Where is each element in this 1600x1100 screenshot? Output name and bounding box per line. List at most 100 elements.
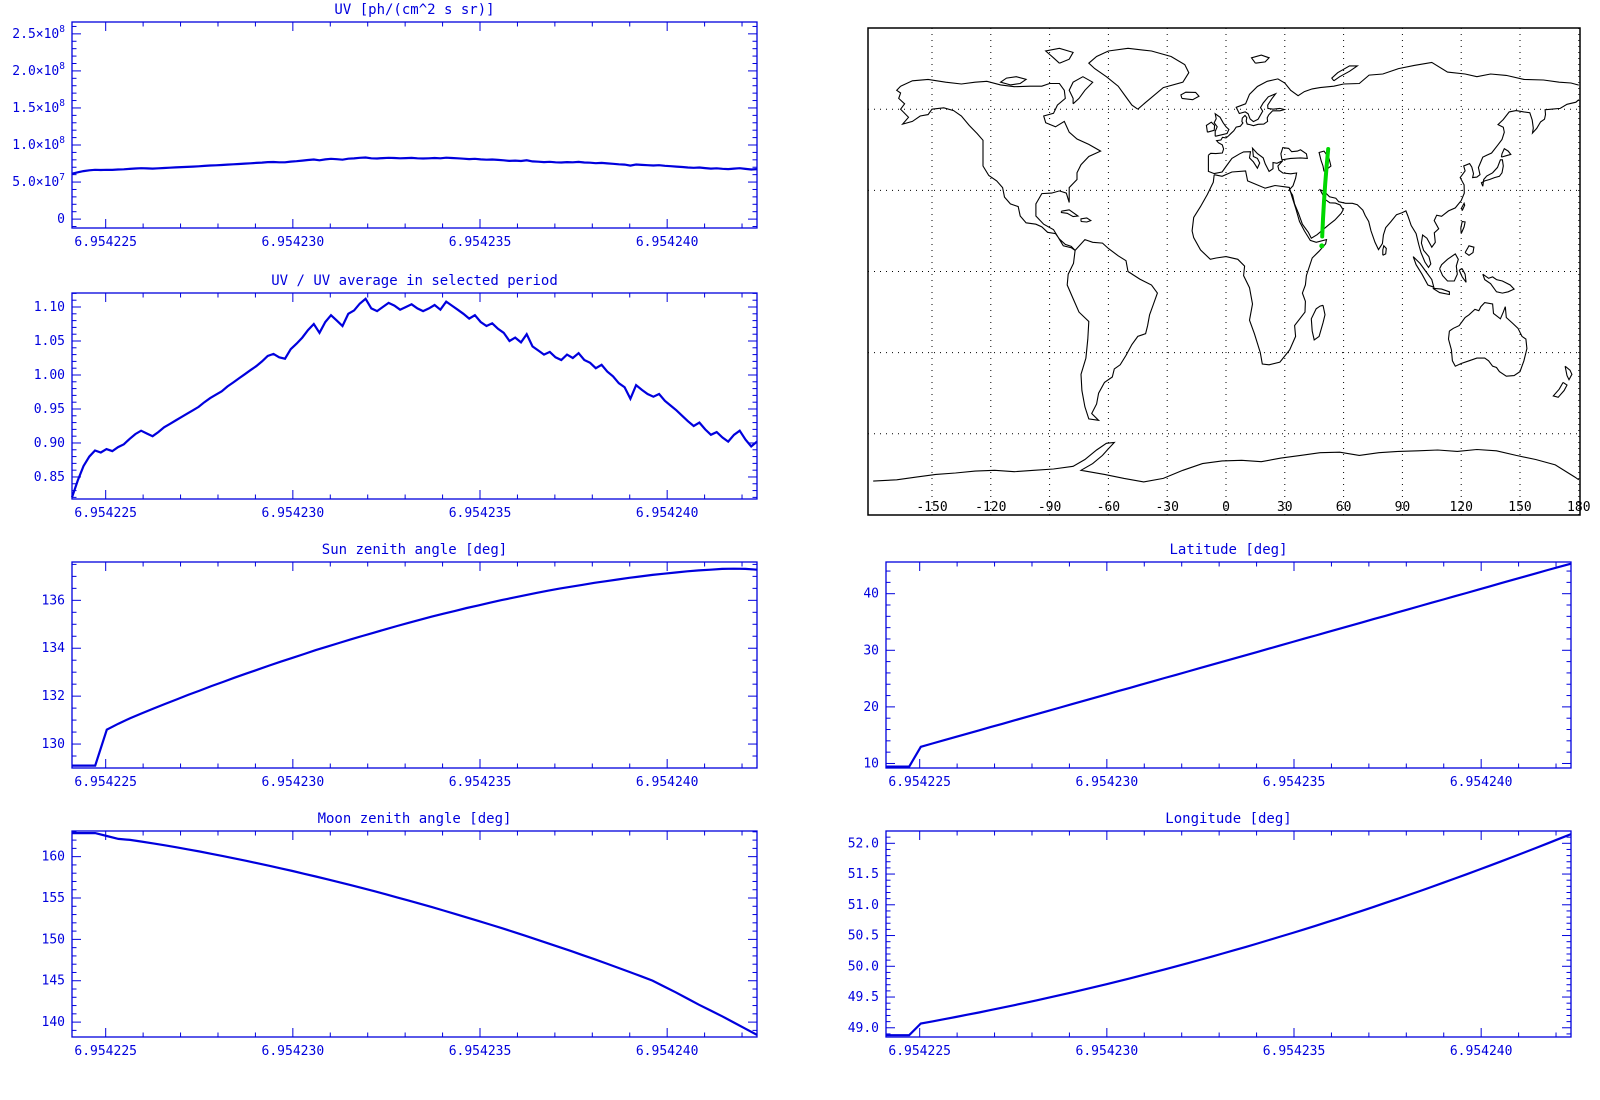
svg-text:5.0×107: 5.0×107 (12, 172, 65, 190)
svg-text:150: 150 (42, 932, 65, 947)
svg-text:20: 20 (863, 700, 879, 715)
svg-text:6.954230: 6.954230 (1076, 1044, 1139, 1059)
svg-text:6.954235: 6.954235 (449, 506, 512, 521)
svg-text:2.0×108: 2.0×108 (12, 61, 65, 79)
longitude-panel: Longitude [deg] 6.954225 6.954230 6.954235… (810, 794, 1600, 1100)
svg-text:1.00: 1.00 (34, 368, 65, 383)
svg-text:50.5: 50.5 (848, 929, 879, 944)
svg-text:49.0: 49.0 (848, 1021, 879, 1036)
svg-text:30: 30 (1277, 500, 1293, 515)
svg-text:6.954240: 6.954240 (636, 1044, 699, 1059)
ground-track-line (1320, 147, 1331, 239)
uv-ratio-canvas: 6.954225 6.954230 6.954235 6.954240 0.85 0.90… (34, 292, 758, 521)
svg-text:6.954235: 6.954235 (1263, 775, 1326, 790)
sun-zenith-panel: Sun zenith angle [deg] 6.954225 6.954230 6… (0, 526, 800, 794)
svg-text:10: 10 (863, 756, 879, 771)
uv-ratio-axes (71, 292, 758, 500)
svg-text:6.954230: 6.954230 (262, 775, 325, 790)
svg-text:120: 120 (1449, 500, 1472, 515)
svg-text:40: 40 (863, 587, 879, 602)
longitude-canvas: 6.954225 6.954230 6.954235 6.954240 49.0 49.5… (848, 830, 1572, 1059)
svg-text:6.954235: 6.954235 (449, 775, 512, 790)
svg-text:1.0×108: 1.0×108 (12, 135, 65, 153)
svg-text:49.5: 49.5 (848, 990, 879, 1005)
svg-text:6.954230: 6.954230 (1076, 775, 1139, 790)
sun-zenith-axes (71, 561, 758, 769)
uv-ratio-title: UV / UV average in selected period (271, 273, 558, 289)
svg-text:0.90: 0.90 (34, 436, 65, 451)
svg-text:60: 60 (1336, 500, 1352, 515)
svg-text:1.10: 1.10 (34, 300, 65, 315)
map-frame (867, 27, 1581, 516)
svg-text:1.05: 1.05 (34, 334, 65, 349)
svg-text:-120: -120 (975, 500, 1006, 515)
longitude-title: Longitude [deg] (1165, 811, 1292, 827)
svg-text:1.5×108: 1.5×108 (12, 98, 65, 116)
latitude-title: Latitude [deg] (1169, 542, 1288, 558)
moon-zenith-series-line (72, 831, 758, 1036)
ground-track-map-panel: -150 -120 -90 -60 -30 0 30 60 90 120 150 180 (810, 0, 1600, 526)
svg-text:90: 90 (1395, 500, 1411, 515)
svg-text:6.954240: 6.954240 (1450, 775, 1513, 790)
svg-text:6.954240: 6.954240 (636, 235, 699, 250)
uv-flux-panel: UV [ph/(cm^2 s sr)] 6.954225 6.954230 6.95… (0, 0, 800, 262)
svg-text:6.954225: 6.954225 (74, 1044, 137, 1059)
svg-text:-90: -90 (1038, 500, 1061, 515)
svg-text:6.954225: 6.954225 (74, 506, 137, 521)
svg-text:6.954225: 6.954225 (74, 775, 137, 790)
svg-text:51.5: 51.5 (848, 867, 879, 882)
uv-flux-axes (71, 21, 758, 229)
svg-text:6.954225: 6.954225 (888, 1044, 951, 1059)
uv-flux-series-line (71, 156, 758, 175)
moon-zenith-panel: Moon zenith angle [deg] 6.954225 6.954230… (0, 794, 800, 1100)
svg-text:155: 155 (42, 891, 65, 906)
svg-text:6.954240: 6.954240 (636, 506, 699, 521)
uv-ratio-panel: UV / UV average in selected period 6.954… (0, 262, 800, 526)
svg-text:132: 132 (42, 689, 65, 704)
moon-zenith-canvas: 6.954225 6.954230 6.954235 6.954240 140 145 15… (42, 830, 758, 1059)
svg-text:6.954230: 6.954230 (262, 235, 325, 250)
svg-text:-60: -60 (1097, 500, 1120, 515)
sun-zenith-series-line (72, 567, 758, 767)
svg-text:6.954225: 6.954225 (888, 775, 951, 790)
svg-text:134: 134 (42, 641, 66, 656)
svg-text:180: 180 (1567, 500, 1590, 515)
svg-text:30: 30 (863, 643, 879, 658)
svg-text:6.954240: 6.954240 (636, 775, 699, 790)
ground-track-map-canvas: -150 -120 -90 -60 -30 0 30 60 90 120 150 180 (867, 27, 1591, 516)
svg-text:6.954235: 6.954235 (1263, 1044, 1326, 1059)
svg-text:52.0: 52.0 (848, 836, 879, 851)
svg-text:0.85: 0.85 (34, 470, 65, 485)
uv-ratio-series-line (70, 297, 758, 498)
map-grid (868, 28, 1580, 515)
longitude-series-line (886, 833, 1572, 1037)
svg-text:6.954230: 6.954230 (262, 1044, 325, 1059)
svg-text:-30: -30 (1155, 500, 1178, 515)
svg-text:6.954240: 6.954240 (1450, 1044, 1513, 1059)
svg-text:0.95: 0.95 (34, 402, 65, 417)
latitude-panel: Latitude [deg] 6.954225 6.954230 6.954235 6… (810, 526, 1600, 794)
latitude-series-line (886, 562, 1572, 768)
ground-track-start-dot (1319, 243, 1325, 249)
uv-flux-title: UV [ph/(cm^2 s sr)] (334, 2, 495, 18)
longitude-axes (885, 830, 1572, 1038)
latitude-canvas: 6.954225 6.954230 6.954235 6.954240 10 20 30 40 (863, 561, 1572, 790)
moon-zenith-axes (71, 830, 758, 1038)
svg-text:6.954235: 6.954235 (449, 1044, 512, 1059)
uv-flux-canvas: 6.954225 6.954230 6.954235 6.954240 0 5.0×107… (12, 21, 758, 250)
svg-text:145: 145 (42, 974, 65, 989)
svg-text:6.954230: 6.954230 (262, 506, 325, 521)
sun-zenith-title: Sun zenith angle [deg] (321, 542, 508, 558)
sun-zenith-canvas: 6.954225 6.954230 6.954235 6.954240 130 132 13… (42, 561, 758, 790)
svg-text:160: 160 (42, 850, 65, 865)
svg-text:136: 136 (42, 593, 65, 608)
svg-text:51.0: 51.0 (848, 898, 879, 913)
svg-text:2.5×108: 2.5×108 (12, 24, 65, 42)
svg-text:-150: -150 (916, 500, 947, 515)
svg-text:50.0: 50.0 (848, 959, 879, 974)
svg-text:140: 140 (42, 1015, 65, 1030)
moon-zenith-title: Moon zenith angle [deg] (317, 811, 512, 827)
latitude-axes (885, 561, 1572, 769)
svg-text:150: 150 (1508, 500, 1531, 515)
svg-text:6.954225: 6.954225 (74, 235, 137, 250)
